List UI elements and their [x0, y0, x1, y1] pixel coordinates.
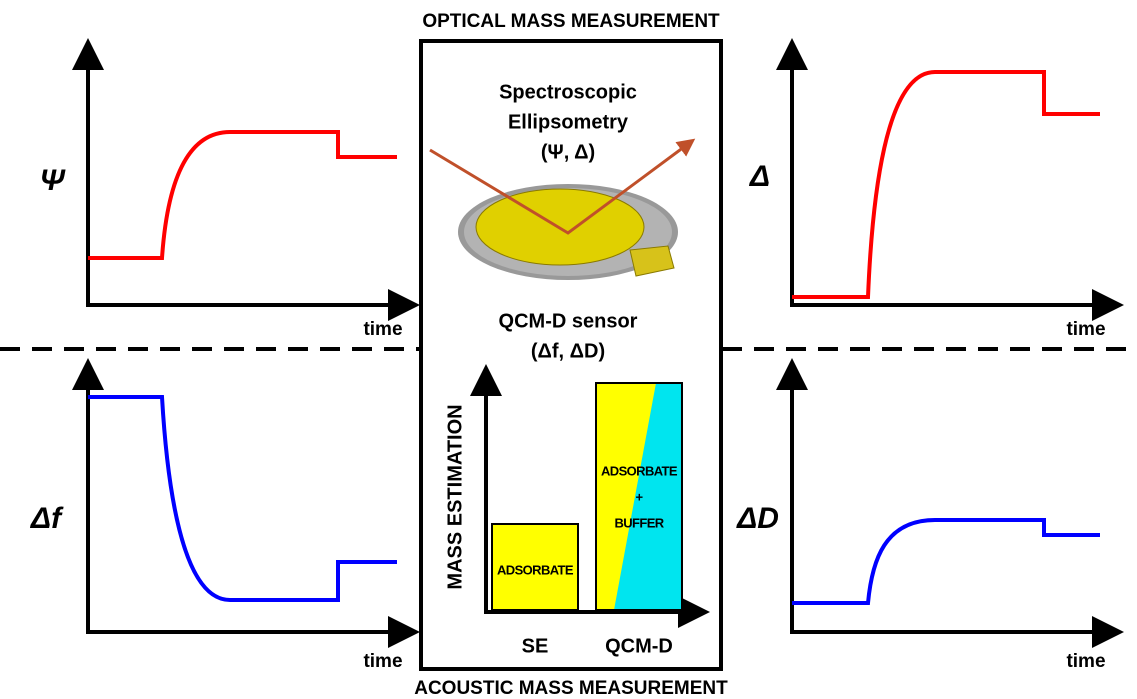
bar-label: ADSORBATE	[497, 562, 574, 577]
sensor	[430, 144, 688, 280]
y-label: Δ	[749, 160, 770, 193]
y-label: Δf	[30, 502, 64, 535]
sensor-line: QCM-D sensor	[499, 310, 638, 332]
y-label: Ψ	[40, 164, 66, 197]
sensor-line: (Δf, ΔD)	[531, 340, 605, 362]
y-label: MASS ESTIMATION	[444, 404, 466, 589]
panel-psi: Ψ time	[40, 54, 404, 340]
bottom-heading: ACOUSTIC MASS MEASUREMENT	[414, 678, 728, 699]
bar-label: ADSORBATE	[601, 463, 678, 478]
category-label: QCM-D	[605, 635, 673, 657]
panel-df: Δf time	[30, 374, 404, 672]
panel-dd: ΔD time	[736, 374, 1108, 672]
x-label: time	[363, 651, 402, 672]
bar-label: BUFFER	[614, 515, 664, 530]
method-line: (Ψ, Δ)	[541, 141, 595, 163]
top-heading: OPTICAL MASS MEASUREMENT	[422, 11, 720, 32]
sensor-tab	[630, 246, 674, 276]
x-label: time	[363, 319, 402, 340]
curve	[792, 520, 1100, 603]
x-label: time	[1066, 319, 1105, 340]
curve	[88, 132, 397, 258]
method-line: Spectroscopic	[499, 81, 637, 103]
x-label: time	[1066, 651, 1105, 672]
panel-delta: Δ time	[749, 54, 1108, 340]
diagram: Ψ time Δ time Δf time ΔD time OPTICAL MA…	[0, 0, 1137, 699]
curve	[792, 72, 1100, 297]
bar-label: +	[636, 489, 644, 504]
y-label: ΔD	[736, 502, 779, 535]
mass-chart: MASS ESTIMATION ADSORBATE ADSORBATE + BU…	[444, 380, 694, 657]
category-label: SE	[522, 635, 549, 657]
curve	[88, 397, 397, 600]
method-line: Ellipsometry	[508, 111, 629, 133]
